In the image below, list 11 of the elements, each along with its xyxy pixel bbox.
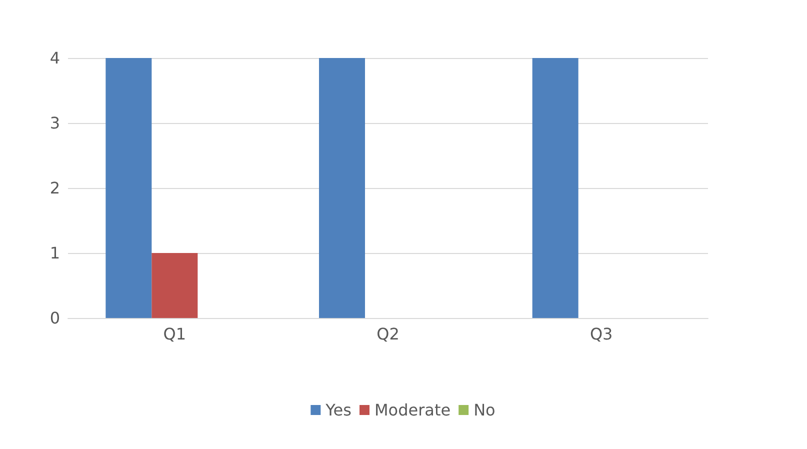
y-tick-label: 2	[50, 178, 60, 198]
x-tick-label: Q2	[376, 324, 400, 344]
x-tick-label: Q3	[590, 324, 613, 344]
legend-label: No	[474, 400, 496, 420]
y-tick-label: 3	[50, 114, 60, 132]
legend-label: Moderate	[374, 400, 451, 420]
y-tick-label: 0	[50, 308, 60, 328]
x-tick-label: Q1	[163, 324, 186, 344]
legend-label: Yes	[324, 400, 352, 420]
y-tick-label: 4	[50, 48, 60, 68]
y-tick-label: 1	[50, 244, 60, 262]
